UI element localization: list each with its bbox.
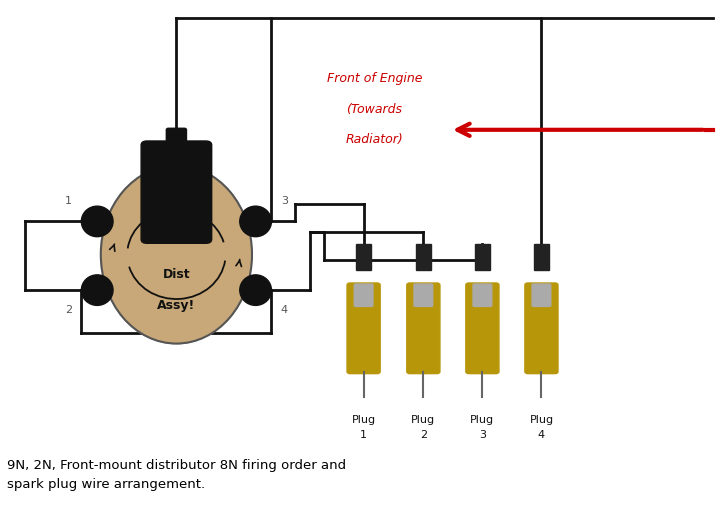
Ellipse shape	[101, 165, 252, 344]
Text: Plug: Plug	[351, 415, 376, 425]
Ellipse shape	[240, 206, 271, 237]
Text: Plug: Plug	[411, 415, 436, 425]
Text: 4: 4	[281, 305, 288, 316]
Text: 1: 1	[65, 196, 72, 206]
FancyBboxPatch shape	[407, 283, 440, 374]
FancyBboxPatch shape	[473, 284, 492, 306]
FancyBboxPatch shape	[347, 283, 380, 374]
Text: 3: 3	[281, 196, 288, 206]
Ellipse shape	[81, 206, 113, 237]
FancyBboxPatch shape	[532, 284, 551, 306]
FancyBboxPatch shape	[356, 244, 371, 270]
Text: Plug: Plug	[529, 415, 554, 425]
Text: Coil: Coil	[163, 202, 189, 215]
Text: Plug: Plug	[470, 415, 495, 425]
Text: spark plug wire arrangement.: spark plug wire arrangement.	[7, 478, 205, 491]
FancyBboxPatch shape	[141, 141, 212, 243]
Text: Front of Engine: Front of Engine	[327, 72, 422, 86]
FancyBboxPatch shape	[534, 244, 549, 270]
FancyBboxPatch shape	[416, 244, 431, 270]
FancyBboxPatch shape	[354, 284, 373, 306]
FancyBboxPatch shape	[525, 283, 558, 374]
FancyBboxPatch shape	[166, 128, 186, 147]
Text: Dist: Dist	[163, 268, 190, 281]
Ellipse shape	[240, 275, 271, 305]
Text: Assy!: Assy!	[157, 299, 196, 312]
Text: Radiator): Radiator)	[346, 133, 403, 147]
Text: &: &	[171, 233, 182, 246]
Text: (Towards: (Towards	[346, 103, 402, 116]
FancyBboxPatch shape	[466, 283, 499, 374]
Text: 2: 2	[420, 430, 427, 440]
Ellipse shape	[81, 275, 113, 305]
Text: 1: 1	[360, 430, 367, 440]
Text: 9N, 2N, Front-mount distributor 8N firing order and: 9N, 2N, Front-mount distributor 8N firin…	[7, 459, 346, 472]
Text: 4: 4	[538, 430, 545, 440]
FancyBboxPatch shape	[475, 244, 490, 270]
FancyBboxPatch shape	[414, 284, 433, 306]
Text: 2: 2	[65, 305, 72, 316]
Text: 3: 3	[479, 430, 486, 440]
